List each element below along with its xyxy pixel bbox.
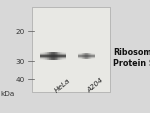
Bar (62, 53, 63, 60)
Bar (82, 54, 83, 59)
Bar (64, 53, 65, 60)
Bar (80, 54, 81, 59)
Bar (49, 53, 50, 60)
Text: 20: 20 (15, 29, 25, 35)
Bar (79, 54, 80, 59)
Bar (65, 53, 66, 60)
Bar (93, 54, 94, 59)
Bar (86, 54, 87, 59)
Bar (50, 53, 51, 60)
Bar (48, 53, 49, 60)
Bar (56, 53, 57, 60)
Bar (41, 53, 42, 60)
Bar (40, 53, 41, 60)
Bar (40, 58, 66, 59)
Bar (78, 57, 95, 58)
Bar (55, 53, 56, 60)
Text: A204: A204 (86, 77, 105, 93)
Bar (78, 58, 95, 59)
Bar (52, 53, 53, 60)
Bar (94, 54, 95, 59)
Text: 30: 30 (15, 58, 25, 64)
Bar (40, 56, 66, 57)
Bar (40, 55, 66, 56)
Bar (81, 54, 82, 59)
Bar (83, 54, 84, 59)
Bar (59, 53, 60, 60)
Bar (54, 53, 55, 60)
Bar (57, 53, 58, 60)
Bar (87, 54, 88, 59)
Bar (78, 54, 79, 59)
Bar (85, 54, 86, 59)
Bar (40, 53, 66, 54)
Bar (78, 56, 95, 57)
Text: 40: 40 (15, 76, 25, 82)
Bar (90, 54, 91, 59)
Bar (63, 53, 64, 60)
Bar (60, 53, 61, 60)
Bar (88, 54, 89, 59)
Bar (32, 8, 110, 93)
Bar (47, 53, 48, 60)
Bar (44, 53, 45, 60)
Bar (58, 53, 59, 60)
Bar (40, 54, 66, 55)
Bar (78, 54, 95, 55)
Bar (78, 55, 95, 56)
Bar (45, 53, 46, 60)
Bar (46, 53, 47, 60)
Text: kDa: kDa (1, 90, 15, 96)
Bar (42, 53, 43, 60)
Bar (89, 54, 90, 59)
Bar (53, 53, 54, 60)
Bar (40, 57, 66, 58)
Bar (91, 54, 92, 59)
Bar (61, 53, 62, 60)
Bar (92, 54, 93, 59)
Bar (43, 53, 44, 60)
Text: Ribosomal
Protein S3: Ribosomal Protein S3 (113, 47, 150, 67)
Bar (40, 59, 66, 60)
Bar (51, 53, 52, 60)
Text: HeLa: HeLa (53, 77, 71, 93)
